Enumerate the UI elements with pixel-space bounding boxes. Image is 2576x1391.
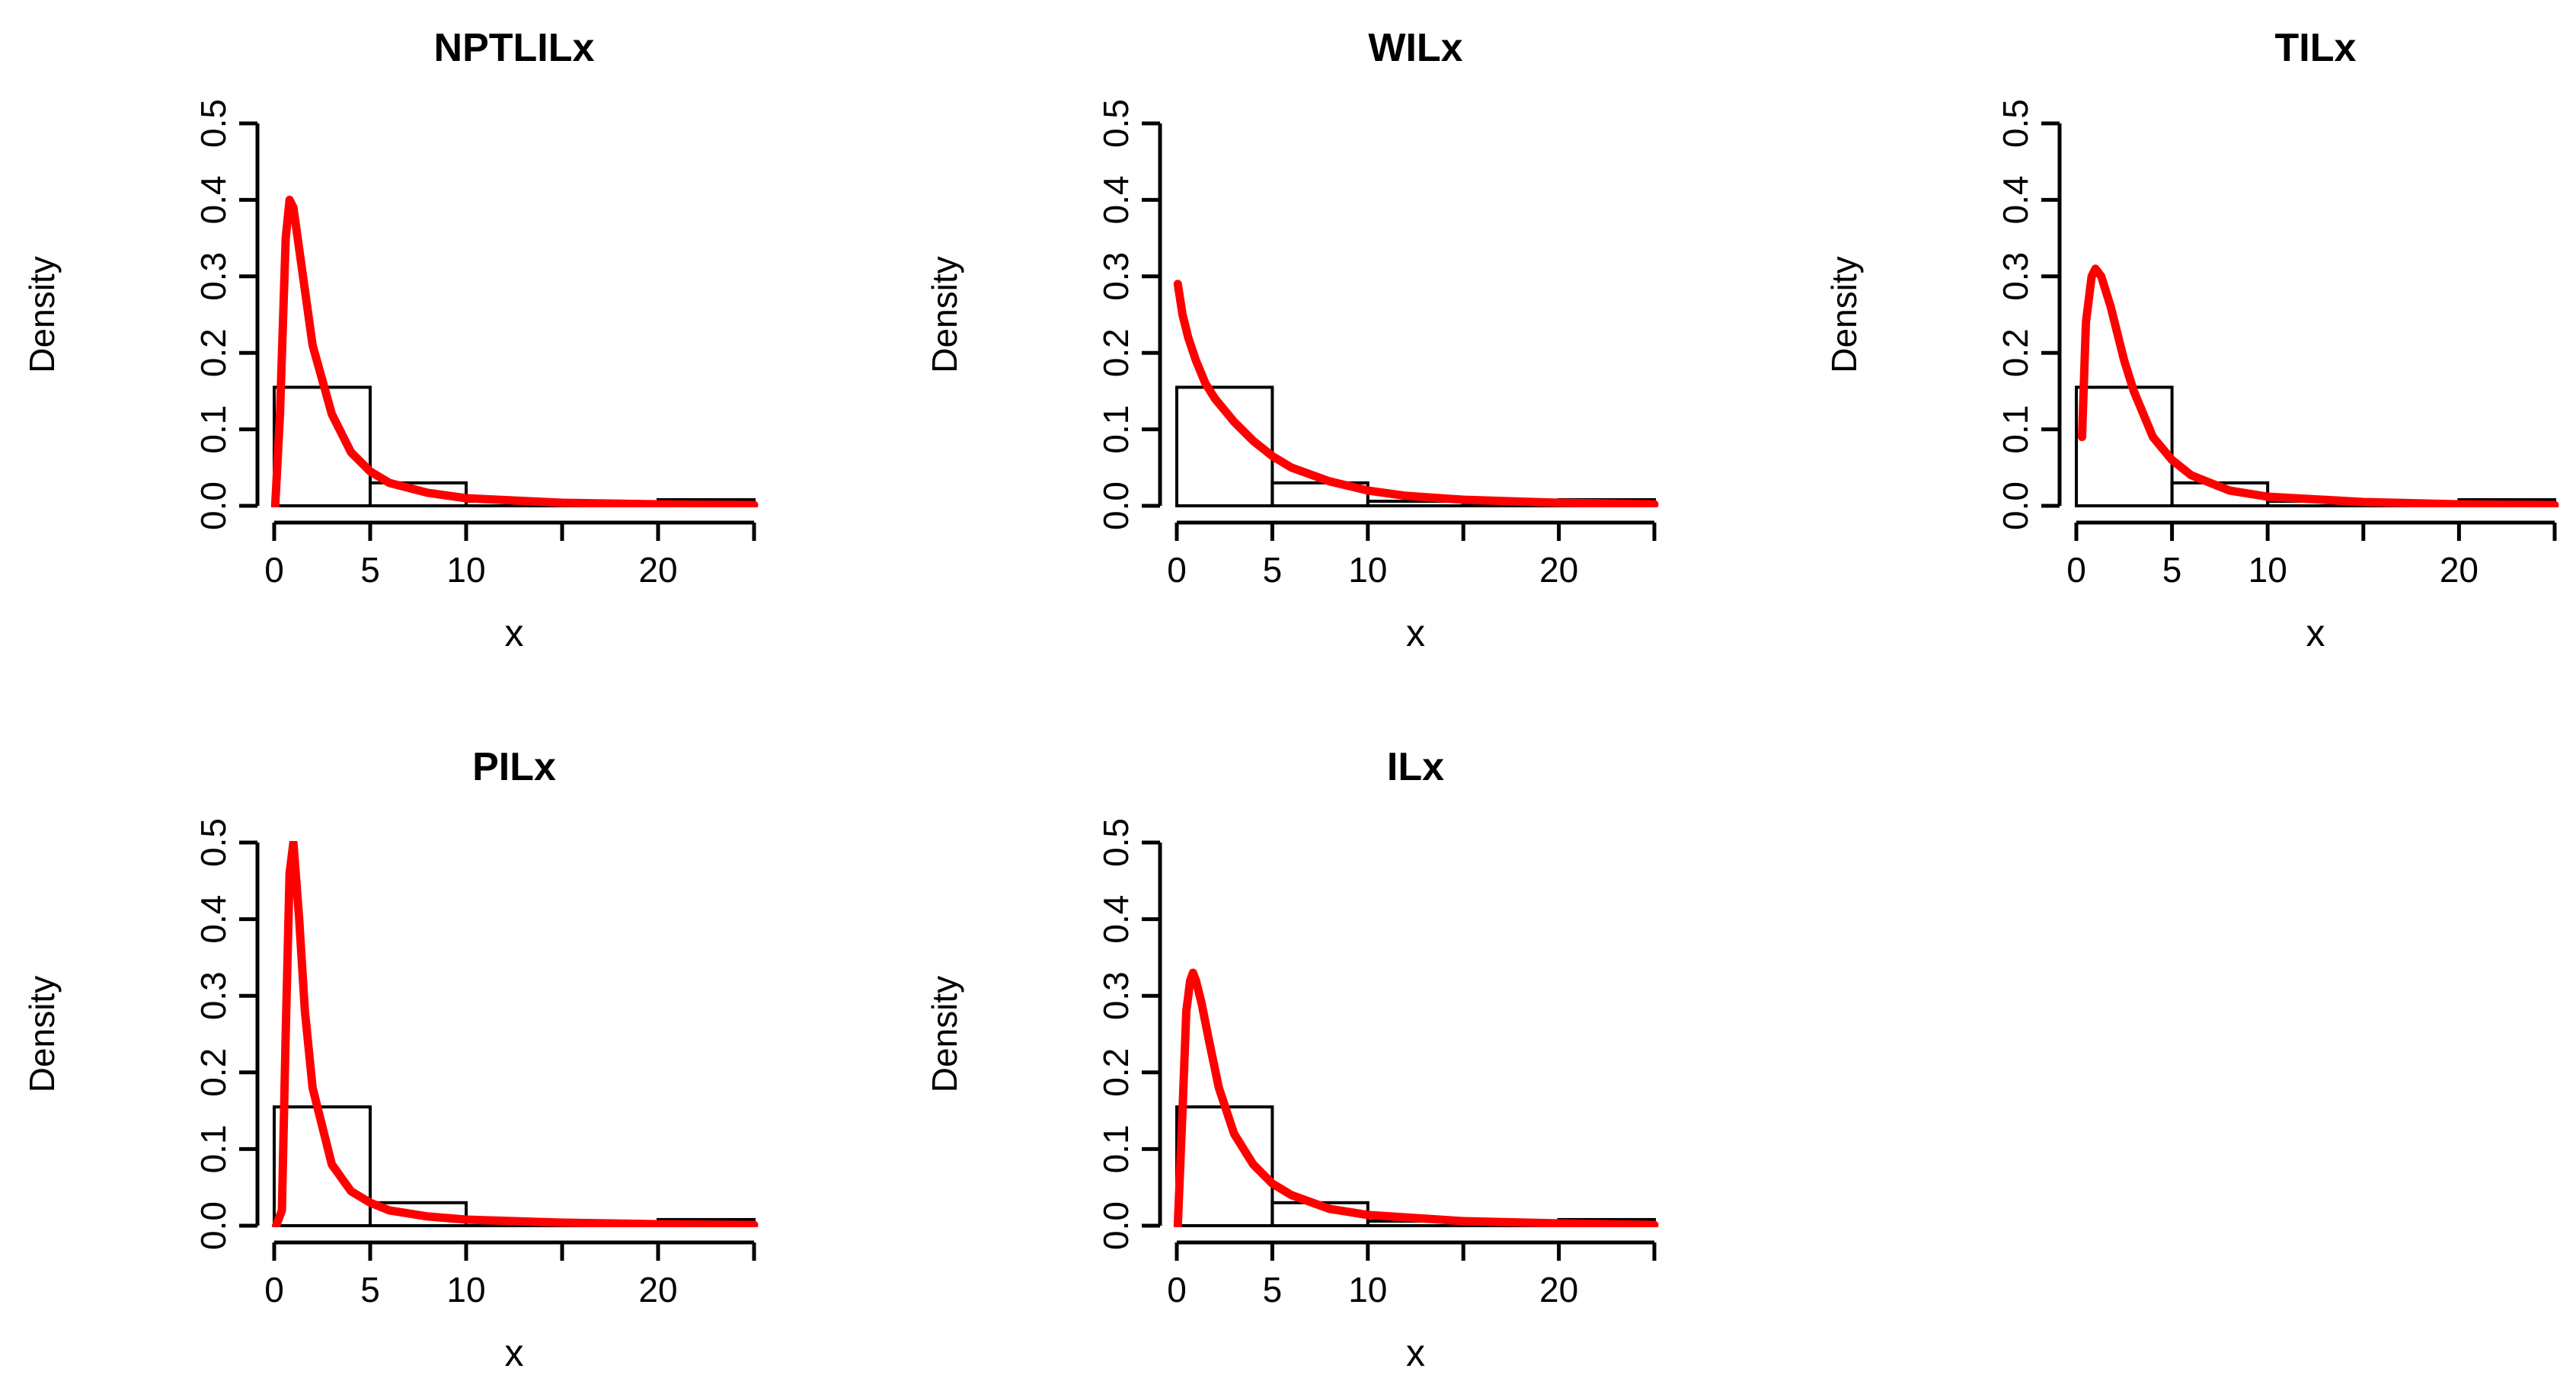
- y-tick-label: 0.3: [1096, 252, 1136, 301]
- x-tick-label: 0: [1167, 550, 1187, 590]
- y-tick-label: 0.2: [193, 328, 233, 377]
- x-tick-label: 0: [264, 1270, 284, 1309]
- y-tick-label: 0.2: [1996, 328, 2035, 377]
- y-tick-label: 0.3: [1096, 971, 1136, 1020]
- y-tick-label: 0.0: [193, 481, 233, 530]
- x-axis-label: x: [1406, 612, 1425, 654]
- y-tick-label: 0.2: [193, 1048, 233, 1097]
- y-tick-label: 0.2: [1096, 328, 1136, 377]
- panel-1: 0.0 0.1 0.2 0.3 0.4 0.5 0 5 10 20 NPTLILx x Density: [22, 26, 759, 654]
- y-tick-label: 0.1: [1096, 1124, 1136, 1173]
- density-curve: [272, 841, 759, 1227]
- histogram-bar: [273, 385, 372, 507]
- x-tick-label: 20: [2440, 550, 2479, 590]
- x-tick-label: 20: [638, 550, 677, 590]
- density-curve: [2078, 264, 2559, 507]
- y-axis-label: Density: [22, 976, 62, 1092]
- y-tick-label: 0.3: [193, 971, 233, 1020]
- histogram-bar: [1175, 385, 1274, 507]
- histogram-bar: [2075, 385, 2174, 507]
- y-tick-label: 0.1: [1096, 405, 1136, 454]
- density-curve: [1173, 280, 1659, 507]
- y-tick-label: 0.4: [1996, 175, 2035, 224]
- y-tick-label: 0.4: [1096, 895, 1136, 944]
- x-tick-label: 20: [1539, 550, 1578, 590]
- y-tick-label: 0.2: [1096, 1048, 1136, 1097]
- x-tick-label: 20: [1539, 1270, 1578, 1309]
- histogram-bar: [273, 1105, 372, 1227]
- y-axis-label: Density: [22, 256, 62, 373]
- y-tick-label: 0.0: [1996, 481, 2035, 530]
- y-tick-label: 0.4: [193, 895, 233, 944]
- panel-4: 0.0 0.1 0.2 0.3 0.4 0.5 0 5 10 20 PILx x Density: [22, 745, 759, 1374]
- density-curve: [270, 195, 759, 507]
- y-axis-label: Density: [925, 256, 964, 373]
- y-axis-label: Density: [1824, 256, 1864, 373]
- chart-title: ILx: [1387, 745, 1444, 789]
- x-tick-label: 5: [1263, 550, 1283, 590]
- y-tick-label: 0.4: [193, 175, 233, 224]
- chart-title: PILx: [472, 745, 556, 789]
- density-curve: [1173, 968, 1659, 1227]
- x-axis-label: x: [2306, 612, 2325, 654]
- x-tick-label: 0: [1167, 1270, 1187, 1309]
- panel-3: 0.0 0.1 0.2 0.3 0.4 0.5 0 5 10 20 TILx x Density: [1824, 26, 2559, 654]
- x-tick-label: 10: [446, 1270, 485, 1309]
- y-tick-label: 0.0: [1096, 1201, 1136, 1250]
- x-tick-label: 0: [264, 550, 284, 590]
- chart-title: NPTLILx: [434, 26, 595, 70]
- y-tick-label: 0.1: [1996, 405, 2035, 454]
- panel-2: 0.0 0.1 0.2 0.3 0.4 0.5 0 5 10 20 WILx x Density: [925, 26, 1659, 654]
- y-axis-label: Density: [925, 976, 964, 1092]
- y-tick-label: 0.1: [193, 1124, 233, 1173]
- x-tick-label: 0: [2066, 550, 2086, 590]
- y-tick-label: 0.5: [1096, 99, 1136, 148]
- x-tick-label: 20: [638, 1270, 677, 1309]
- y-tick-label: 0.0: [193, 1201, 233, 1250]
- histogram-bar: [369, 1201, 468, 1227]
- y-tick-label: 0.0: [1096, 481, 1136, 530]
- y-tick-label: 0.5: [1996, 99, 2035, 148]
- x-axis-label: x: [1406, 1332, 1425, 1374]
- x-tick-label: 10: [446, 550, 485, 590]
- y-tick-label: 0.5: [193, 99, 233, 148]
- y-tick-label: 0.3: [1996, 252, 2035, 301]
- y-tick-label: 0.3: [193, 252, 233, 301]
- x-tick-label: 10: [1348, 550, 1387, 590]
- y-tick-label: 0.4: [1096, 175, 1136, 224]
- y-tick-label: 0.5: [1096, 818, 1136, 867]
- x-tick-label: 5: [1263, 1270, 1283, 1309]
- y-tick-label: 0.1: [193, 405, 233, 454]
- y-tick-label: 0.5: [193, 818, 233, 867]
- x-tick-label: 10: [2248, 550, 2287, 590]
- chart-title: WILx: [1368, 26, 1462, 70]
- x-tick-label: 10: [1348, 1270, 1387, 1309]
- chart-title: TILx: [2275, 26, 2357, 70]
- x-axis-label: x: [505, 612, 524, 654]
- x-tick-label: 5: [2162, 550, 2182, 590]
- x-tick-label: 5: [360, 550, 380, 590]
- x-axis-label: x: [505, 1332, 524, 1374]
- panel-5: 0.0 0.1 0.2 0.3 0.4 0.5 0 5 10 20 ILx x Density: [925, 745, 1659, 1374]
- x-tick-label: 5: [360, 1270, 380, 1309]
